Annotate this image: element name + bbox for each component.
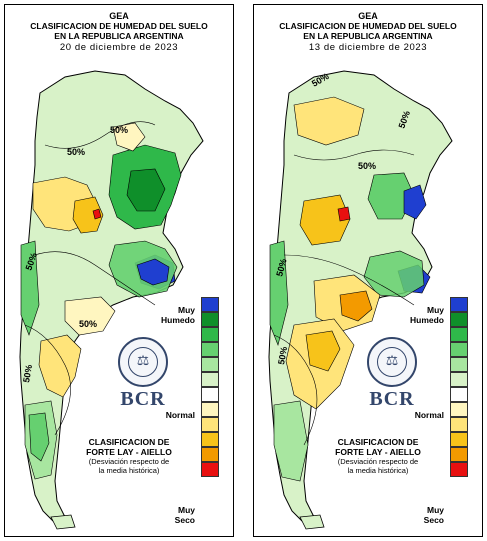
area-green-patagonia [28, 412, 50, 462]
legend-label-very-dry: Muy Seco [423, 505, 444, 525]
tierra-del-fuego [50, 514, 76, 530]
legend-label-very-wet: Muy Humedo [410, 305, 444, 325]
legend-swatch [201, 327, 219, 342]
contour-line [293, 149, 415, 161]
area-yellow-south [38, 334, 82, 398]
legend-swatch [450, 432, 468, 447]
bcr-logo-text: BCR [369, 388, 415, 410]
legend-swatch [450, 402, 468, 417]
area-lightyellow-center [64, 296, 116, 336]
map-panel-dec-13: GEA CLASIFICACION DE HUMEDAD DEL SUELO E… [253, 4, 483, 537]
panel-title-org: GEA [358, 11, 378, 21]
contour-label: 50% [21, 364, 34, 383]
classification-caption: CLASIFICACION DE FORTE LAY - AIELLO (Des… [335, 437, 421, 475]
area-green-buenosaires [363, 250, 425, 298]
contour-line [283, 254, 415, 306]
color-legend [201, 297, 219, 477]
contour-label: 50% [67, 147, 85, 157]
bcr-seal-icon: ⚖ [367, 337, 417, 387]
area-lightgreen-patagonia [273, 400, 309, 482]
legend-swatch [201, 312, 219, 327]
contour-label: 50% [274, 258, 288, 278]
classification-caption: CLASIFICACION DE FORTE LAY - AIELLO (Des… [86, 437, 172, 475]
legend-swatch [201, 432, 219, 447]
panel-date: 20 de diciembre de 2023 [59, 42, 179, 53]
legend-label-normal: Normal [165, 410, 195, 420]
legend-swatch [201, 342, 219, 357]
legend-swatch [201, 402, 219, 417]
area-yellow-north [112, 122, 146, 152]
legend-swatch [201, 462, 219, 477]
area-green-cordillera [269, 240, 289, 346]
soil-moisture-map: 50% 50% 50% 50% 50% [19, 70, 204, 530]
tierra-del-fuego [299, 514, 325, 530]
legend-swatch [450, 372, 468, 387]
legend-swatch [201, 372, 219, 387]
bcr-logo: ⚖ BCR [113, 337, 173, 411]
contour-line [34, 251, 156, 306]
contour-line [24, 324, 71, 436]
legend-swatch [201, 447, 219, 462]
legend-label-very-dry: Muy Seco [174, 505, 195, 525]
legend-swatch [201, 387, 219, 402]
soil-moisture-map: 50% 50% 50% 50% 50% [268, 70, 453, 530]
area-orange-south [339, 290, 373, 322]
legend-label-normal: Normal [414, 410, 444, 420]
legend-swatch [201, 417, 219, 432]
area-green-ne [367, 172, 415, 220]
legend-swatch [450, 447, 468, 462]
contour-label: 50% [79, 319, 97, 329]
contour-label: 50% [110, 125, 128, 135]
legend-swatch [201, 297, 219, 312]
map-panel-dec-20: GEA CLASIFICACION DE HUMEDAD DEL SUELO E… [4, 4, 234, 537]
legend-swatch [450, 417, 468, 432]
bcr-logo: ⚖ BCR [362, 337, 422, 411]
area-red-spot [92, 208, 102, 220]
panel-title-main: CLASIFICACION DE HUMEDAD DEL SUELO [30, 21, 208, 31]
contour-label: 50% [276, 346, 289, 365]
panel-title-country: EN LA REPUBLICA ARGENTINA [303, 31, 433, 41]
area-yellow-north [293, 96, 365, 146]
panel-title-org: GEA [109, 11, 129, 21]
legend-swatch [450, 462, 468, 477]
area-blue-ne [403, 184, 427, 220]
legend-swatch [450, 387, 468, 402]
area-blue-east-inner [136, 258, 170, 286]
contour-line [44, 121, 156, 149]
legend-swatch [450, 357, 468, 372]
contour-line [273, 334, 318, 446]
bcr-seal-icon: ⚖ [118, 337, 168, 387]
color-legend [450, 297, 468, 477]
legend-label-very-wet: Muy Humedo [161, 305, 195, 325]
legend-swatch [201, 357, 219, 372]
area-orange-center [72, 196, 104, 234]
panel-title-main: CLASIFICACION DE HUMEDAD DEL SUELO [279, 21, 457, 31]
area-orange-patagonia [305, 330, 341, 372]
area-orange-center [299, 194, 351, 246]
legend-swatch [450, 342, 468, 357]
panel-title-country: EN LA REPUBLICA ARGENTINA [54, 31, 184, 41]
legend-swatch [450, 297, 468, 312]
area-red-spot [337, 206, 351, 222]
area-green-cordillera [20, 240, 40, 336]
panel-date: 13 de diciembre de 2023 [308, 42, 428, 53]
legend-swatch [450, 312, 468, 327]
contour-label: 50% [358, 161, 376, 171]
area-darkgreen-ne [126, 168, 166, 212]
legend-swatch [450, 327, 468, 342]
bcr-logo-text: BCR [120, 388, 166, 410]
